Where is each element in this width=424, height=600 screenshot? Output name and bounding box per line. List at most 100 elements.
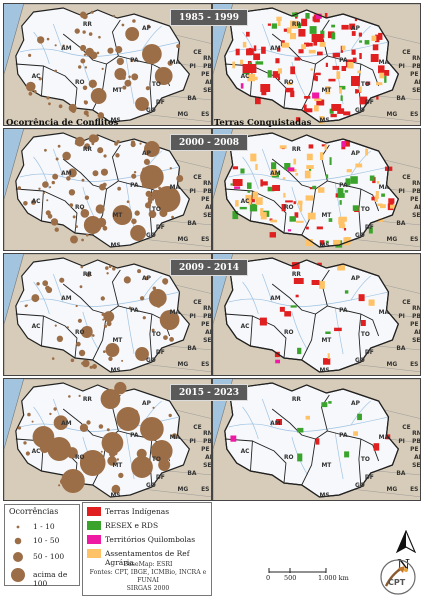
occurrence-dot <box>28 91 33 96</box>
territory-patch <box>306 226 309 230</box>
state-label-rn: RN <box>412 180 421 187</box>
state-label-mt: MT <box>112 337 123 344</box>
territory-patch <box>260 212 267 220</box>
territory-patch <box>277 18 281 26</box>
territory-patch <box>371 35 377 41</box>
territory-patch <box>255 197 263 205</box>
state-label-am: AM <box>270 295 281 302</box>
occurrence-dot <box>117 186 122 191</box>
occurrence-dot <box>121 359 124 362</box>
occurrence-dot <box>77 318 82 323</box>
state-label-go: GO <box>146 357 156 364</box>
occurrence-dot <box>68 103 77 113</box>
occurrence-dot <box>100 450 103 453</box>
state-label-to: TO <box>361 331 370 338</box>
territory-patch <box>375 34 380 43</box>
territory-patch <box>260 179 263 187</box>
occurrence-dot <box>70 358 75 363</box>
territory-patch <box>373 443 380 451</box>
territory-patch <box>327 353 330 359</box>
occurrence-dot <box>100 389 121 409</box>
territory-patch <box>304 42 309 47</box>
occurrence-dot <box>31 294 40 303</box>
territory-patch <box>281 42 290 48</box>
territory-patch <box>328 218 333 222</box>
territory-patch <box>325 240 329 243</box>
state-label-es: ES <box>410 361 418 368</box>
occurrence-dot <box>37 36 45 44</box>
territory-patch <box>295 117 301 122</box>
occurrence-dot <box>135 347 149 361</box>
occurrence-dot <box>46 96 50 100</box>
occurrence-dot <box>152 406 155 409</box>
occurrence-dot <box>90 88 107 104</box>
state-label-ba: BA <box>187 220 196 227</box>
territory-patch <box>370 54 379 62</box>
state-label-pa: PA <box>130 307 139 314</box>
occurrence-dot <box>131 73 139 81</box>
state-label-df: DF <box>365 474 374 481</box>
occurrence-dot <box>89 51 98 60</box>
territory-patch <box>240 59 244 65</box>
state-label-pa: PA <box>339 182 348 189</box>
caption-conflicts: Ocorrência de Conflitos <box>6 118 119 128</box>
state-label-ma: MA <box>379 309 390 316</box>
state-label-go: GO <box>355 357 365 364</box>
territory-patch <box>250 153 257 162</box>
occurrence-dot <box>80 265 84 269</box>
occurrence-dot <box>167 60 173 66</box>
territory-patch <box>242 64 257 73</box>
territory-patch <box>260 208 264 216</box>
occurrence-dot <box>106 428 110 432</box>
territory-patch <box>353 431 359 436</box>
territory-patch <box>305 195 314 201</box>
occurrence-dot <box>96 51 100 55</box>
territory-patch <box>281 204 286 212</box>
occurrence-dot <box>126 200 130 203</box>
territory-patch <box>316 226 323 230</box>
occurrence-dot <box>38 77 42 81</box>
state-label-rn: RN <box>412 55 421 62</box>
territory-patch <box>287 167 295 172</box>
territory-patch <box>245 194 252 203</box>
occurrence-symbols <box>11 525 25 582</box>
state-label-es: ES <box>201 361 209 368</box>
state-label-pa: PA <box>339 432 348 439</box>
territory-patch <box>291 262 300 269</box>
occurrence-dot <box>128 306 131 309</box>
territory-patch <box>297 427 304 433</box>
territory-patch <box>290 305 297 308</box>
state-label-ce: CE <box>402 49 410 56</box>
state-label-pe: PE <box>410 196 418 203</box>
territory-patch <box>304 170 311 179</box>
territory-patch <box>328 78 336 82</box>
territory-patch <box>345 178 351 186</box>
occurrence-dot <box>46 199 49 202</box>
state-label-ro: RO <box>284 454 294 461</box>
occurrence-dot <box>70 235 78 244</box>
occurrence-dot <box>82 359 90 368</box>
territory-patch <box>297 200 303 205</box>
occurrence-dot <box>103 154 107 158</box>
occurrence-dot <box>66 326 69 329</box>
period-label-4: 2015 - 2023 <box>170 384 248 401</box>
occurrence-dot <box>108 356 113 361</box>
territory-patch <box>287 229 292 232</box>
state-label-pe: PE <box>410 446 418 453</box>
territory-patch <box>339 85 346 90</box>
territory-patch <box>240 168 245 174</box>
state-label-rn: RN <box>412 305 421 312</box>
territory-patch <box>249 203 258 212</box>
territory-patch <box>341 66 347 71</box>
occurrence-dot <box>53 407 57 411</box>
territory-patch <box>379 72 385 79</box>
territory-patch <box>340 95 343 101</box>
occurrence-dot <box>100 296 105 301</box>
territory-patch <box>384 75 387 83</box>
territory-patch <box>332 52 340 58</box>
territory-patch <box>312 92 320 99</box>
occurrence-dot <box>115 46 123 54</box>
state-label-to: TO <box>152 331 161 338</box>
territory-patch <box>323 358 331 365</box>
